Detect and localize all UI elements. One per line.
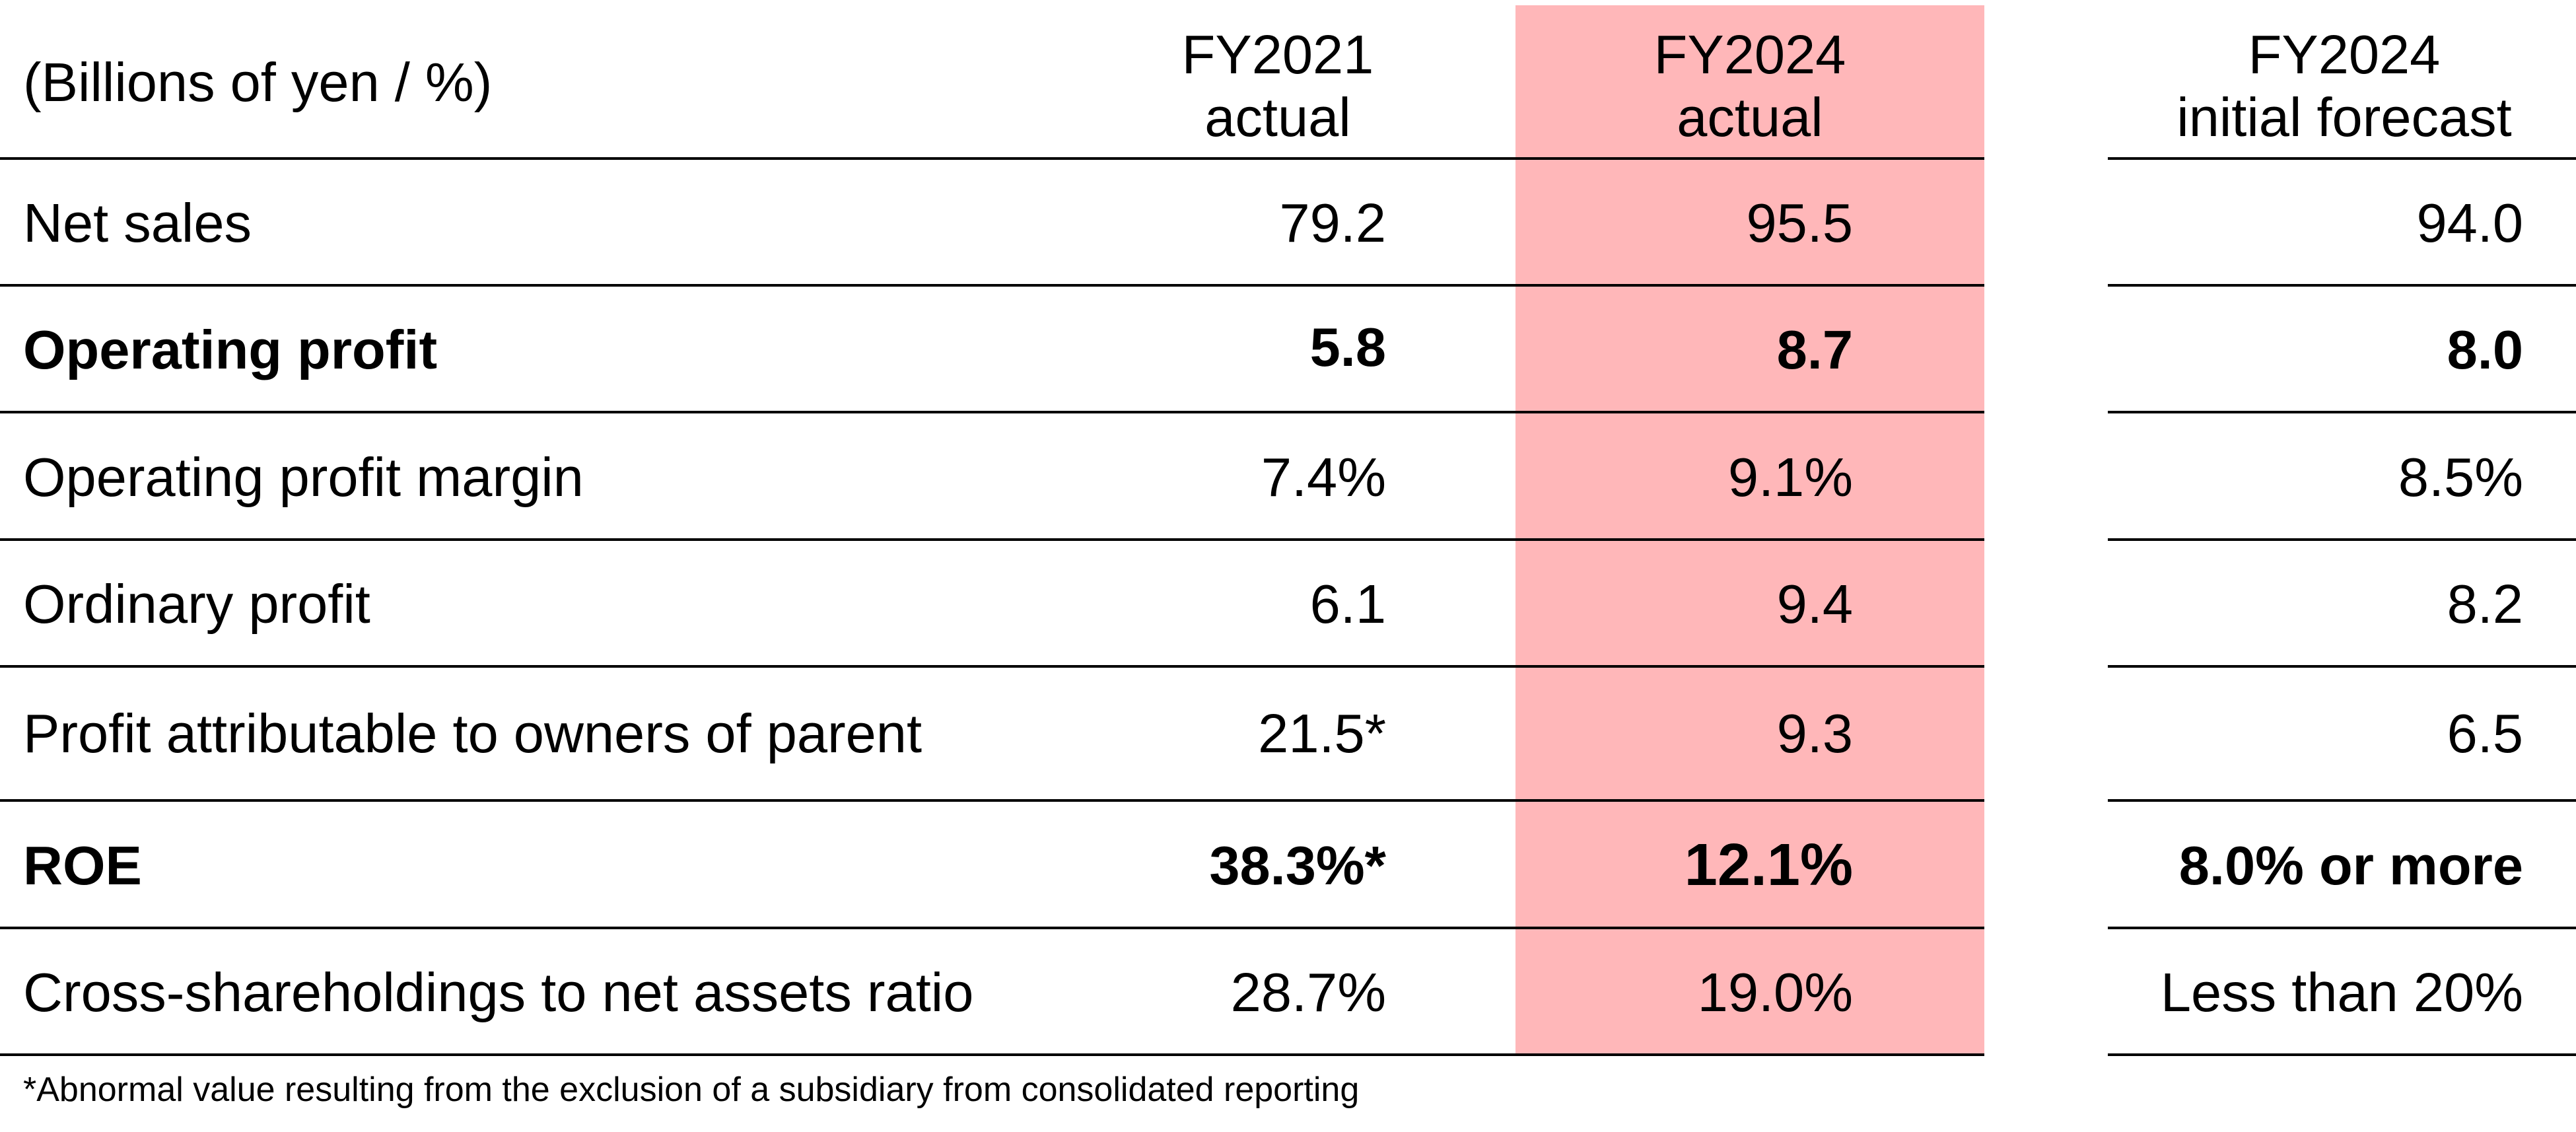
roe-fy2024-actual: 12.1% xyxy=(1684,832,1853,898)
row-label-cross-shareholdings: Cross-shareholdings to net assets ratio xyxy=(23,962,974,1023)
column-header-fy2021-actual: FY2021 actual xyxy=(1146,23,1410,149)
column-header-line2: actual xyxy=(1204,87,1351,148)
column-header-line1: FY2024 xyxy=(1654,24,1846,85)
operating-profit-fy2024-actual: 8.7 xyxy=(1776,319,1853,380)
roe-fy2024-forecast: 8.0% or more xyxy=(2178,835,2523,896)
profit-attributable-fy2021-actual: 21.5* xyxy=(1258,703,1386,764)
operating-profit-fy2024-forecast: 8.0 xyxy=(2447,319,2523,380)
row-divider xyxy=(0,799,1984,802)
row-divider xyxy=(2108,411,2576,413)
row-divider xyxy=(2108,927,2576,929)
row-label-profit-attributable: Profit attributable to owners of parent xyxy=(23,703,922,764)
footnote: *Abnormal value resulting from the exclu… xyxy=(23,1071,1360,1109)
column-header-fy2024-actual: FY2024 actual xyxy=(1618,23,1882,149)
net-sales-fy2024-actual: 95.5 xyxy=(1746,192,1853,254)
column-header-line2: actual xyxy=(1677,87,1823,148)
column-header-line1: FY2024 xyxy=(2248,24,2441,85)
cross-shareholdings-fy2024-actual: 19.0% xyxy=(1697,962,1853,1023)
row-divider xyxy=(2108,665,2576,668)
roe-fy2021-actual: 38.3%* xyxy=(1209,835,1386,896)
fy2024-actual-highlight xyxy=(1515,5,1984,1055)
row-divider xyxy=(0,411,1984,413)
column-header-line1: FY2021 xyxy=(1181,24,1374,85)
row-divider xyxy=(0,284,1984,287)
ordinary-profit-fy2024-forecast: 8.2 xyxy=(2447,573,2523,635)
row-label-roe: ROE xyxy=(23,835,142,896)
net-sales-fy2021-actual: 79.2 xyxy=(1279,192,1386,254)
row-divider xyxy=(0,1053,1984,1056)
operating-profit-margin-fy2021-actual: 7.4% xyxy=(1261,446,1386,508)
cross-shareholdings-fy2021-actual: 28.7% xyxy=(1230,962,1386,1023)
net-sales-fy2024-forecast: 94.0 xyxy=(2416,192,2523,254)
column-header-line2: initial forecast xyxy=(2176,87,2512,148)
row-divider xyxy=(0,665,1984,668)
profit-attributable-fy2024-forecast: 6.5 xyxy=(2447,703,2523,764)
row-label-operating-profit-margin: Operating profit margin xyxy=(23,446,584,508)
ordinary-profit-fy2021-actual: 6.1 xyxy=(1309,573,1386,635)
unit-label: (Billions of yen / %) xyxy=(23,52,493,113)
row-divider xyxy=(2108,284,2576,287)
row-label-ordinary-profit: Ordinary profit xyxy=(23,573,370,635)
row-divider xyxy=(2108,157,2576,160)
row-label-net-sales: Net sales xyxy=(23,192,252,254)
row-divider xyxy=(2108,1053,2576,1056)
operating-profit-margin-fy2024-actual: 9.1% xyxy=(1727,446,1853,508)
ordinary-profit-fy2024-actual: 9.4 xyxy=(1776,573,1853,635)
row-divider xyxy=(0,157,1984,160)
cross-shareholdings-fy2024-forecast: Less than 20% xyxy=(2160,962,2523,1023)
operating-profit-margin-fy2024-forecast: 8.5% xyxy=(2398,446,2523,508)
column-header-fy2024-initial-forecast: FY2024 initial forecast xyxy=(2113,23,2575,149)
row-divider xyxy=(0,538,1984,541)
profit-attributable-fy2024-actual: 9.3 xyxy=(1776,703,1853,764)
row-label-operating-profit: Operating profit xyxy=(23,319,438,380)
row-divider xyxy=(2108,799,2576,802)
operating-profit-fy2021-actual: 5.8 xyxy=(1309,316,1386,378)
row-divider xyxy=(0,927,1984,929)
row-divider xyxy=(2108,538,2576,541)
